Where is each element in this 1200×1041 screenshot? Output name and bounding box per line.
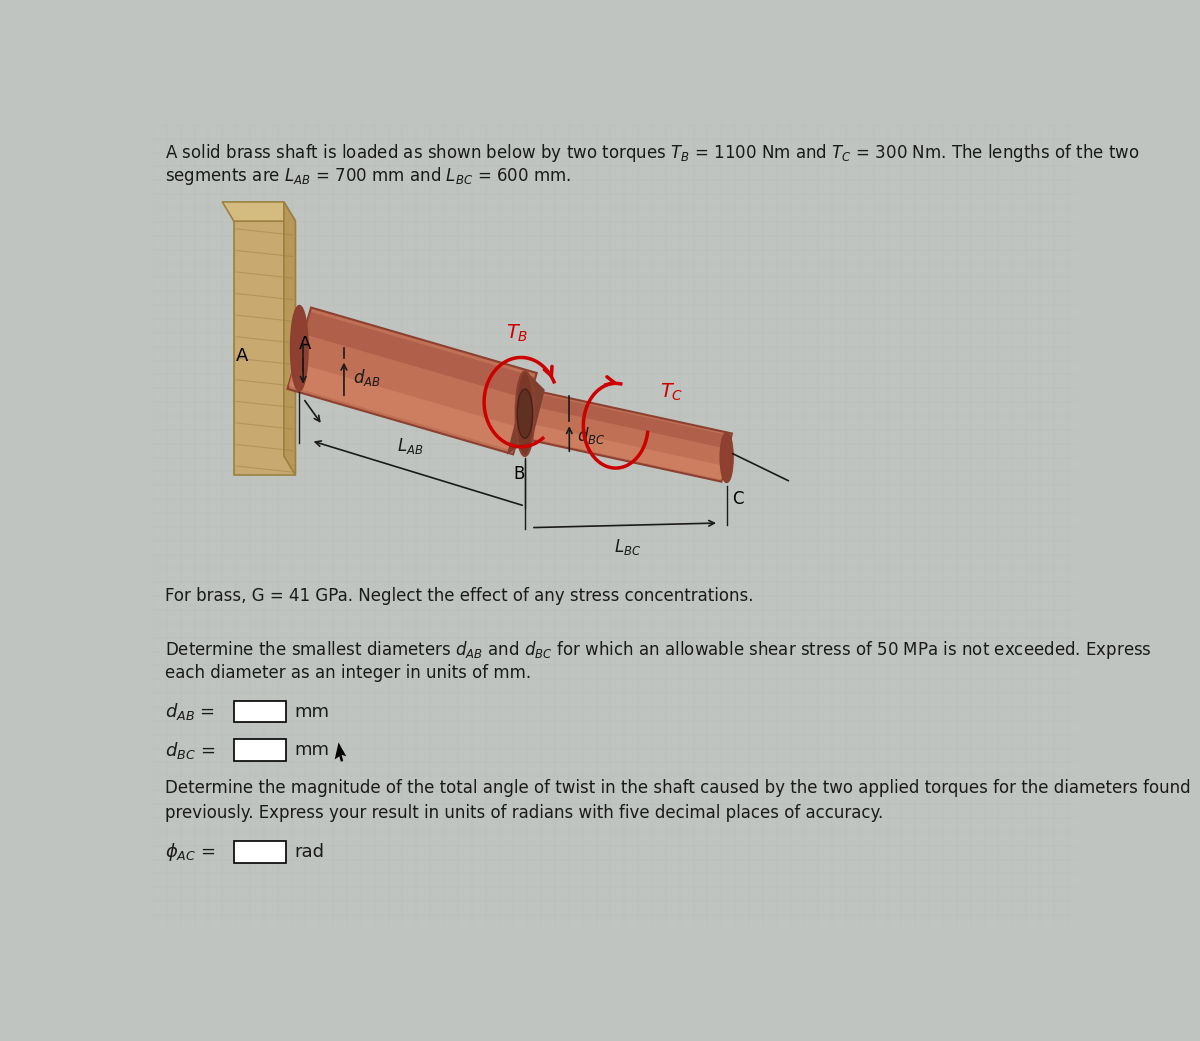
Text: $d_{AB}$ =: $d_{AB}$ =: [164, 702, 215, 722]
Polygon shape: [304, 311, 535, 400]
Text: $L_{AB}$: $L_{AB}$: [397, 435, 424, 456]
Text: B: B: [514, 465, 524, 483]
Text: Determine the smallest diameters $d_{AB}$ and $d_{BC}$ for which an allowable sh: Determine the smallest diameters $d_{AB}…: [164, 639, 1152, 661]
Text: mm: mm: [294, 741, 329, 759]
Text: $T_C$: $T_C$: [660, 381, 683, 403]
Polygon shape: [520, 389, 732, 482]
Polygon shape: [288, 307, 536, 454]
Text: $d_{BC}$ =: $d_{BC}$ =: [164, 740, 215, 761]
Text: mm: mm: [294, 703, 329, 720]
Ellipse shape: [517, 389, 533, 438]
Polygon shape: [284, 202, 295, 476]
Text: rad: rad: [294, 843, 324, 861]
FancyBboxPatch shape: [234, 739, 287, 761]
Text: $d_{BC}$: $d_{BC}$: [577, 425, 606, 447]
Text: $\phi_{AC}$ =: $\phi_{AC}$ =: [164, 841, 215, 863]
Text: $L_{BC}$: $L_{BC}$: [614, 537, 642, 557]
Text: Determine the magnitude of the total angle of twist in the shaft caused by the t: Determine the magnitude of the total ang…: [164, 780, 1190, 797]
Ellipse shape: [516, 372, 534, 456]
Text: A: A: [299, 335, 312, 353]
Polygon shape: [527, 392, 731, 449]
Text: segments are $L_{AB}$ = 700 mm and $L_{BC}$ = 600 mm.: segments are $L_{AB}$ = 700 mm and $L_{B…: [164, 164, 571, 187]
Polygon shape: [335, 742, 347, 762]
Ellipse shape: [290, 306, 307, 390]
Text: For brass, G = 41 GPa. Neglect the effect of any stress concentrations.: For brass, G = 41 GPa. Neglect the effec…: [164, 587, 754, 605]
Text: C: C: [732, 490, 744, 508]
Text: $T_B$: $T_B$: [506, 323, 528, 344]
Polygon shape: [288, 362, 521, 451]
FancyBboxPatch shape: [234, 841, 287, 863]
Text: each diameter as an integer in units of mm.: each diameter as an integer in units of …: [164, 664, 530, 682]
Text: previously. Express your result in units of radians with five decimal places of : previously. Express your result in units…: [164, 804, 883, 822]
Text: A: A: [236, 347, 248, 365]
Text: A solid brass shaft is loaded as shown below by two torques $T_B$ = 1100 Nm and : A solid brass shaft is loaded as shown b…: [164, 142, 1139, 163]
Ellipse shape: [720, 433, 733, 482]
FancyBboxPatch shape: [234, 701, 287, 722]
Polygon shape: [520, 422, 725, 480]
Polygon shape: [234, 221, 295, 476]
Polygon shape: [506, 373, 545, 455]
Text: $d_{AB}$: $d_{AB}$: [353, 366, 380, 387]
Polygon shape: [222, 202, 295, 221]
